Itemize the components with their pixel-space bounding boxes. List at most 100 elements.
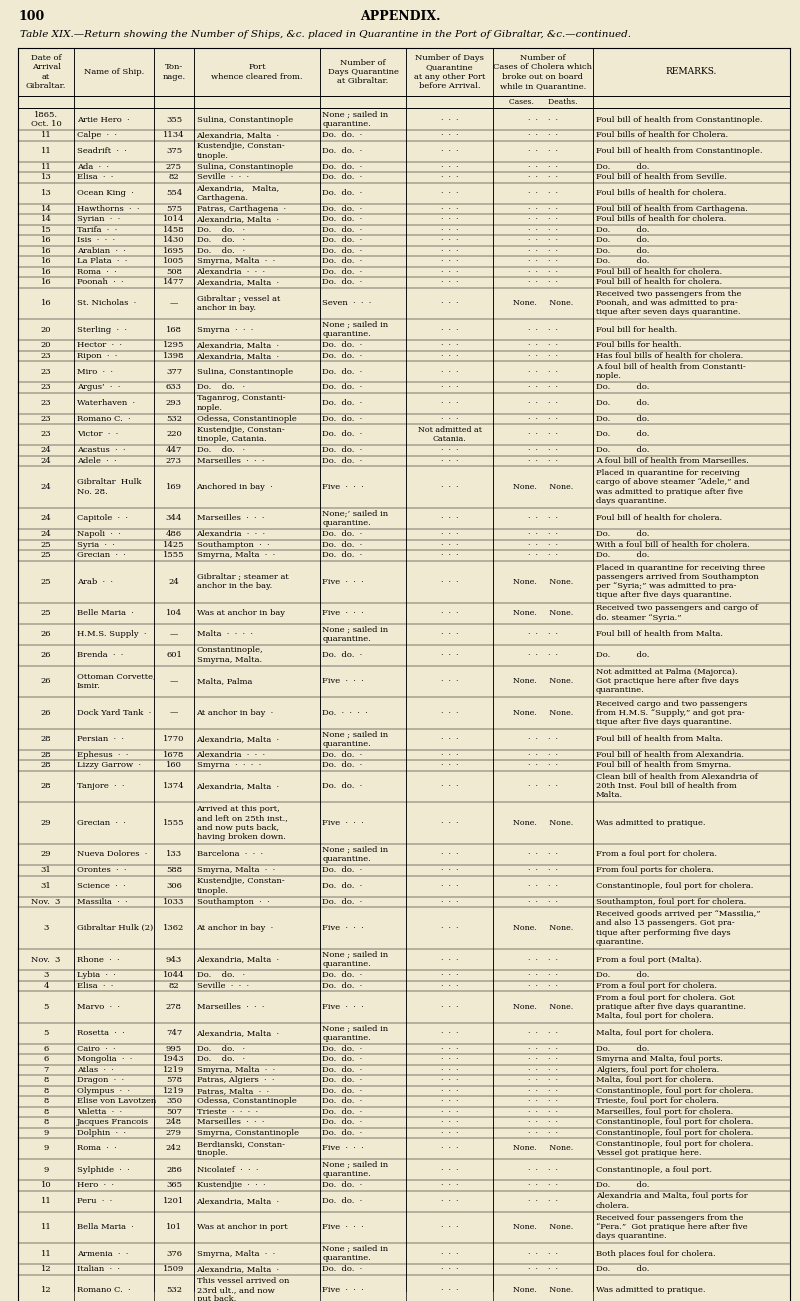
Text: Arab  ·  ·: Arab · · [77, 578, 113, 585]
Text: ·  ·    ·  ·: · · · · [528, 1129, 558, 1137]
Text: Five  ·  ·  ·: Five · · · [322, 578, 364, 585]
Text: ·  ·  ·: · · · [441, 131, 458, 139]
Text: Do.    do.   ·: Do. do. · [197, 237, 245, 245]
Text: 29: 29 [41, 820, 51, 827]
Text: Science  ·  ·: Science · · [77, 882, 126, 890]
Text: Foul bills of health for cholera.: Foul bills of health for cholera. [596, 215, 726, 224]
Text: Kustendjie, Constan-
tinople, Catania.: Kustendjie, Constan- tinople, Catania. [197, 425, 284, 444]
Text: ·  ·    ·  ·: · · · · [528, 882, 558, 890]
Text: ·  ·    ·  ·: · · · · [528, 268, 558, 276]
Text: Do.  do.  ·: Do. do. · [322, 650, 362, 660]
Text: ·  ·    ·  ·: · · · · [528, 751, 558, 758]
Text: 1555: 1555 [163, 820, 185, 827]
Text: ·  ·  ·: · · · [441, 735, 458, 743]
Text: Nov.  3: Nov. 3 [31, 955, 61, 964]
Text: Do.  do.  ·: Do. do. · [322, 1107, 362, 1116]
Text: Do.  do.  ·: Do. do. · [322, 761, 362, 769]
Text: Do.  do.  ·: Do. do. · [322, 457, 362, 464]
Text: Marseilles  ·  ·  ·: Marseilles · · · [197, 1119, 264, 1127]
Text: 447: 447 [166, 446, 182, 454]
Text: Capitole  ·  ·: Capitole · · [77, 514, 128, 523]
Text: Do.    do.   ·: Do. do. · [197, 1055, 245, 1063]
Text: None ; sailed in
quarantine.: None ; sailed in quarantine. [322, 1160, 389, 1179]
Text: Marseilles  ·  ·  ·: Marseilles · · · [197, 1003, 264, 1011]
Text: Alexandria, Malta  ·: Alexandria, Malta · [197, 782, 280, 790]
Text: Five  ·  ·  ·: Five · · · [322, 609, 364, 617]
Text: Was at anchor in bay: Was at anchor in bay [197, 609, 285, 617]
Text: Do.          do.: Do. do. [596, 446, 649, 454]
Text: ·  ·  ·: · · · [441, 1086, 458, 1094]
Text: Foul bills of health for cholera.: Foul bills of health for cholera. [596, 189, 726, 196]
Text: 3: 3 [43, 924, 49, 932]
Text: Five  ·  ·  ·: Five · · · [322, 1003, 364, 1011]
Text: Alexandria, Malta  ·: Alexandria, Malta · [197, 215, 280, 224]
Text: Do.  do.  ·: Do. do. · [322, 552, 362, 559]
Text: 28: 28 [41, 735, 51, 743]
Text: None ; sailed in
quarantine.: None ; sailed in quarantine. [322, 951, 389, 968]
Text: None ; sailed in
quarantine.: None ; sailed in quarantine. [322, 111, 389, 127]
Text: 31: 31 [41, 882, 51, 890]
Text: Do.  do.  ·: Do. do. · [322, 1181, 362, 1189]
Text: Constantinople, foul port for cholera.: Constantinople, foul port for cholera. [596, 882, 753, 890]
Text: ·  ·  ·: · · · [441, 1145, 458, 1153]
Text: Roma  ·  ·: Roma · · [77, 268, 117, 276]
Text: Do.  do.  ·: Do. do. · [322, 898, 362, 905]
Text: ·  ·    ·  ·: · · · · [528, 457, 558, 464]
Text: ·  ·    ·  ·: · · · · [528, 1066, 558, 1073]
Text: ·  ·    ·  ·: · · · · [528, 514, 558, 523]
Text: 9: 9 [43, 1129, 49, 1137]
Text: Do.  do.  ·: Do. do. · [322, 367, 362, 376]
Text: 8: 8 [43, 1119, 49, 1127]
Text: ·  ·    ·  ·: · · · · [528, 1076, 558, 1084]
Text: 24: 24 [41, 457, 51, 464]
Text: Alexandria, Malta  ·: Alexandria, Malta · [197, 278, 280, 286]
Text: From a foul port for cholera. Got
pratique after five days quarantine.
Malta, fo: From a foul port for cholera. Got pratiq… [596, 994, 746, 1020]
Text: Do.  do.  ·: Do. do. · [322, 431, 362, 438]
Text: 100: 100 [18, 10, 44, 23]
Text: Trieste  ·  ·  ·  ·: Trieste · · · · [197, 1107, 258, 1116]
Text: Alexandria and Malta, foul ports for
cholera.: Alexandria and Malta, foul ports for cho… [596, 1193, 747, 1210]
Text: 1295: 1295 [163, 341, 185, 349]
Text: 26: 26 [41, 709, 51, 717]
Text: ·  ·    ·  ·: · · · · [528, 163, 558, 170]
Text: ·  ·  ·: · · · [441, 761, 458, 769]
Text: Alexandria, Malta  ·: Alexandria, Malta · [197, 1197, 280, 1205]
Text: Number of
Days Quarantine
at Gibraltar.: Number of Days Quarantine at Gibraltar. [328, 59, 398, 85]
Text: Nueva Dolores  ·: Nueva Dolores · [77, 851, 147, 859]
Text: ·  ·  ·: · · · [441, 709, 458, 717]
Text: 1458: 1458 [163, 226, 185, 234]
Text: ·  ·    ·  ·: · · · · [528, 761, 558, 769]
Text: Do.  do.  ·: Do. do. · [322, 1097, 362, 1106]
Text: Sulina, Constantinople: Sulina, Constantinople [197, 163, 293, 170]
Text: ·  ·  ·: · · · [441, 924, 458, 932]
Text: Do.          do.: Do. do. [596, 237, 649, 245]
Text: Alexandria, Malta  ·: Alexandria, Malta · [197, 341, 280, 349]
Text: Elise von Lavotzen: Elise von Lavotzen [77, 1097, 156, 1106]
Text: ·  ·    ·  ·: · · · · [528, 650, 558, 660]
Text: 532: 532 [166, 415, 182, 423]
Text: Do.  do.  ·: Do. do. · [322, 247, 362, 255]
Text: Number of
Cases of Cholera which
broke out on board
while in Quarantine.: Number of Cases of Cholera which broke o… [494, 55, 593, 90]
Text: ·  ·    ·  ·: · · · · [528, 1045, 558, 1053]
Text: Patras, Algiers  ·  ·: Patras, Algiers · · [197, 1076, 274, 1084]
Text: Received four passengers from the
“Pera.”  Got pratique here after five
days qua: Received four passengers from the “Pera.… [596, 1214, 747, 1240]
Text: Do.    do.   ·: Do. do. · [197, 1045, 245, 1053]
Text: ·  ·    ·  ·: · · · · [528, 552, 558, 559]
Text: Lybia  ·  ·: Lybia · · [77, 972, 116, 980]
Text: Hawthorns  ·  ·: Hawthorns · · [77, 204, 139, 213]
Text: 11: 11 [41, 131, 51, 139]
Text: 747: 747 [166, 1029, 182, 1037]
Text: Do.  do.  ·: Do. do. · [322, 399, 362, 407]
Text: ·  ·  ·: · · · [441, 446, 458, 454]
Text: Do.  do.  ·: Do. do. · [322, 531, 362, 539]
Text: Gibraltar ; vessel at
anchor in bay.: Gibraltar ; vessel at anchor in bay. [197, 294, 280, 312]
Text: Lizzy Garrow  ·: Lizzy Garrow · [77, 761, 141, 769]
Text: Peru  ·  ·: Peru · · [77, 1197, 112, 1205]
Text: 8: 8 [43, 1107, 49, 1116]
Text: 7: 7 [43, 1066, 49, 1073]
Text: Constantinople,
Smyrna, Malta.: Constantinople, Smyrna, Malta. [197, 647, 263, 664]
Text: 15: 15 [41, 226, 51, 234]
Text: Do.          do.: Do. do. [596, 972, 649, 980]
Text: ·  ·    ·  ·: · · · · [528, 431, 558, 438]
Text: ·  ·    ·  ·: · · · · [528, 247, 558, 255]
